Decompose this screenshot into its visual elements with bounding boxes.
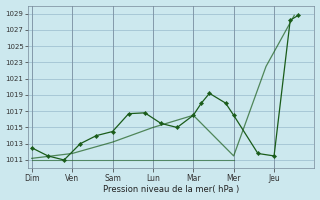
X-axis label: Pression niveau de la mer( hPa ): Pression niveau de la mer( hPa ) xyxy=(103,185,239,194)
